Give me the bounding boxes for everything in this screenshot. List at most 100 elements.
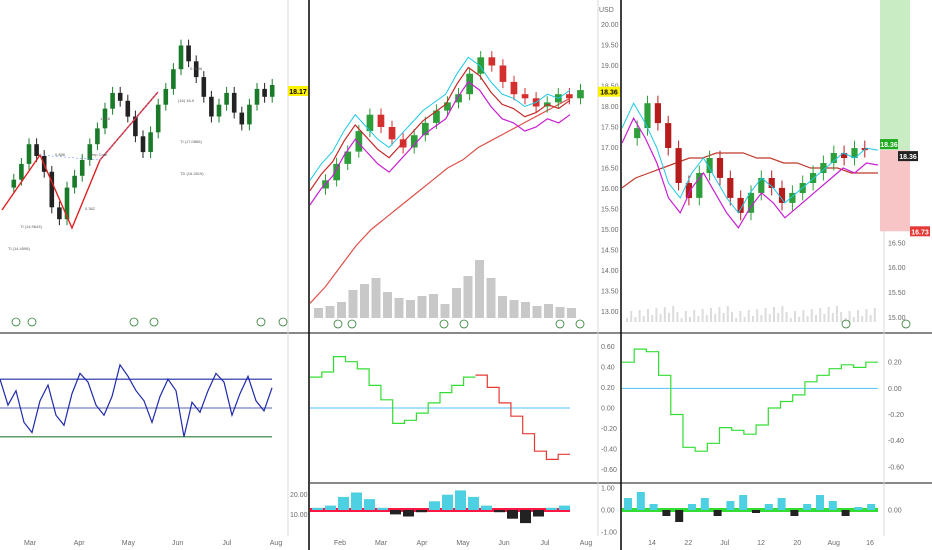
histogram-bar	[338, 496, 349, 510]
left-candle-body	[148, 132, 153, 152]
volume-bar	[348, 290, 358, 318]
histogram-bar	[507, 510, 518, 519]
left-candle-body	[231, 92, 237, 113]
histogram-bar	[816, 495, 824, 510]
x-tick-label: 14	[648, 540, 656, 547]
middle-candle-body	[433, 110, 440, 123]
volume-bar	[718, 307, 721, 322]
histogram-bar	[726, 501, 735, 510]
volume-bar	[836, 306, 838, 322]
last-price-label: 18.36	[600, 90, 618, 97]
y-tick-label: 14.00	[601, 268, 619, 275]
fast-moving-average-line	[309, 56, 571, 181]
volume-bar	[840, 312, 843, 322]
x-tick-label: Feb	[334, 540, 346, 547]
x-tick-label: Jun	[498, 540, 509, 547]
volume-bar	[710, 308, 712, 322]
volume-bar	[544, 304, 553, 318]
volume-bar	[848, 311, 851, 322]
volume-bar	[705, 315, 708, 322]
volume-bar	[676, 312, 679, 322]
right-candle-body	[685, 183, 692, 198]
middle-candle-body	[488, 57, 496, 66]
volume-bar	[810, 309, 813, 322]
middle-candle-body	[366, 114, 374, 132]
y-tick-label: 15.50	[601, 207, 619, 214]
long-moving-average-line	[309, 97, 571, 304]
right-candle-body	[810, 173, 817, 183]
volume-bar	[743, 317, 746, 322]
histogram-bar	[429, 501, 440, 510]
volume-bar	[406, 300, 415, 318]
y-tick-label: 0.00	[601, 406, 615, 413]
y-tick-label: 19.50	[601, 43, 619, 50]
histogram-bar	[854, 507, 863, 510]
right-candle-body	[665, 123, 672, 148]
volume-bar	[360, 284, 369, 318]
middle-candle-body	[466, 73, 473, 95]
event-marker-icon	[575, 319, 585, 329]
volume-bar	[857, 310, 859, 322]
volume-bar	[475, 260, 484, 318]
event-marker-icon	[11, 317, 21, 327]
right-candle-body	[820, 163, 827, 173]
histogram-bar	[688, 504, 696, 510]
event-marker-icon	[347, 319, 357, 329]
left-candle-body	[216, 104, 222, 117]
short-moving-average-line	[309, 66, 571, 191]
middle-candle-body	[422, 122, 429, 136]
x-tick-label: Jul	[222, 540, 231, 547]
y-tick-label: 0.00	[888, 386, 902, 393]
y-tick-label: 16.00	[888, 265, 906, 272]
left-candle-body	[26, 144, 32, 164]
pattern-annotation: (16) 16.9	[178, 98, 195, 103]
middle-candle-body	[399, 139, 407, 148]
middle-candle-body	[344, 151, 352, 164]
left-candle-body	[79, 160, 85, 176]
volume-bar	[659, 314, 662, 322]
volume-bar	[486, 278, 496, 318]
volume-bar	[739, 311, 742, 322]
event-marker-icon	[555, 319, 565, 329]
y-tick-label: -1.00	[601, 529, 617, 536]
volume-bar	[794, 311, 796, 322]
y-tick-label: -0.20	[888, 412, 904, 419]
x-tick-label: Apr	[74, 540, 86, 547]
medium-moving-average-line	[309, 81, 571, 206]
left-candle-body	[87, 144, 93, 160]
axis-unit-label: USD	[599, 7, 614, 14]
histogram-bar	[739, 495, 748, 510]
left-candle-body	[57, 207, 62, 220]
middle-candle-body	[477, 57, 485, 74]
volume-bar	[651, 315, 654, 322]
volume-bar	[452, 288, 461, 318]
volume-bar	[417, 296, 427, 318]
y-tick-label: 14.50	[601, 248, 619, 255]
volume-bar	[371, 278, 381, 318]
y-tick-label: 0.60	[601, 344, 615, 351]
middle-candle-body	[410, 135, 418, 148]
volume-bar	[819, 308, 822, 322]
oscillator-line	[0, 363, 273, 437]
event-marker-icon	[841, 319, 851, 329]
left-candle-body	[19, 163, 24, 180]
histogram-bar	[649, 504, 658, 510]
left-candle-body	[201, 77, 207, 97]
volume-bar	[672, 306, 675, 322]
histogram-bar	[790, 510, 799, 516]
y-tick-label: 15.00	[888, 315, 906, 322]
last-price-badge	[598, 86, 620, 97]
event-marker-icon	[27, 317, 37, 327]
volume-bar	[735, 318, 738, 322]
pattern-annotation: 1.618	[100, 116, 111, 121]
target-price-label: 18.36	[880, 142, 898, 149]
histogram-bar	[377, 507, 388, 510]
right-candle-body	[727, 178, 734, 198]
left-candle-body	[49, 171, 55, 208]
x-tick-label: Jul	[720, 540, 729, 547]
y-tick-label: 15.50	[888, 290, 906, 297]
pattern-annotation: TI (14.9643)	[20, 224, 42, 229]
x-tick-label: Apr	[417, 540, 429, 547]
left-candle-body	[247, 104, 252, 125]
